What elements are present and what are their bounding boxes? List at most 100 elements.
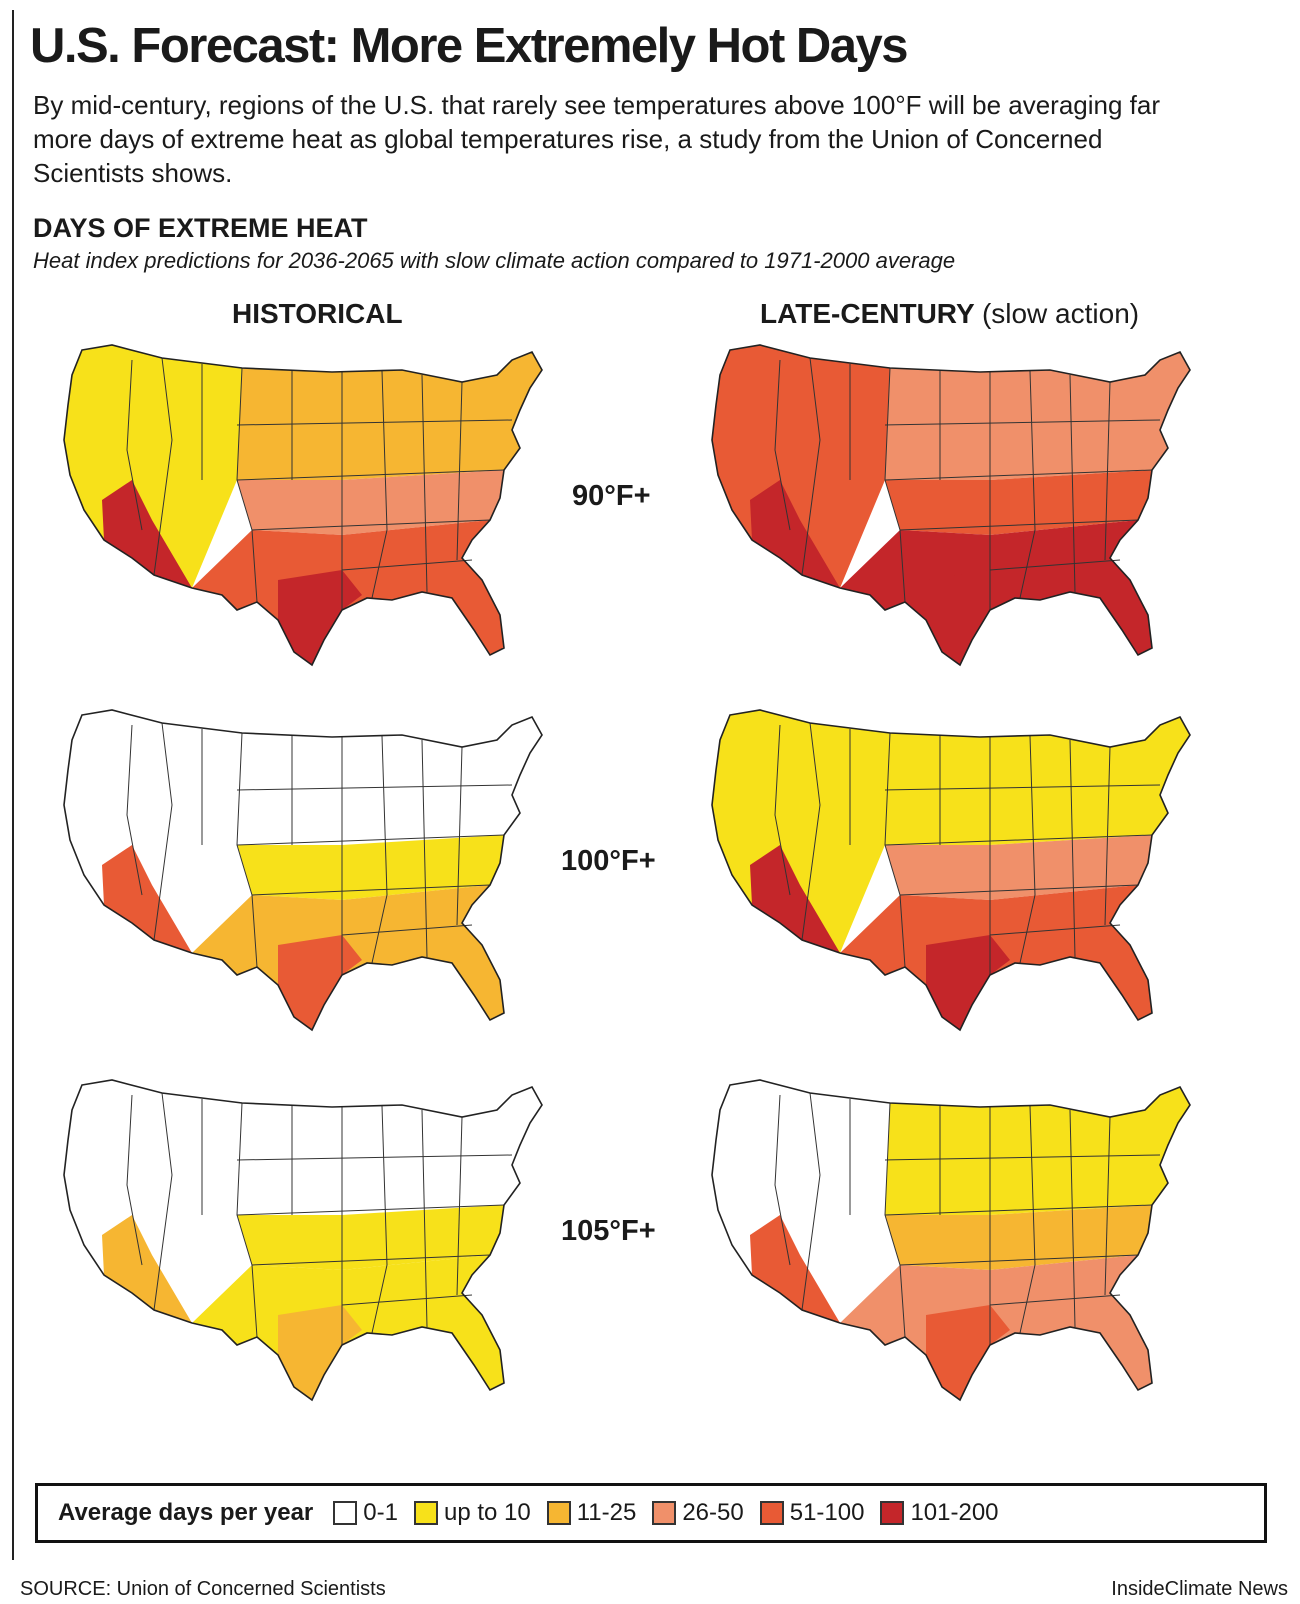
state-border (126, 359, 143, 531)
legend-item-51-100: 51-100 (759, 1499, 864, 1527)
heat-region-hot (278, 1305, 362, 1400)
legend-swatch (652, 1501, 677, 1525)
heat-region-north (885, 717, 1190, 845)
state-border (884, 834, 1153, 846)
state-border (801, 357, 821, 576)
legend-item-up-to-10: up to 10 (413, 1499, 531, 1527)
heat-region-north (885, 352, 1190, 480)
state-border (236, 469, 505, 481)
heat-region-hot (750, 1215, 840, 1323)
state-border (884, 419, 1161, 426)
us-outline (711, 344, 1191, 667)
state-border (774, 359, 791, 531)
state-border (251, 884, 491, 896)
state-border (1104, 746, 1111, 926)
state-border (884, 1102, 906, 1338)
state-border (153, 357, 173, 576)
state-border (456, 381, 463, 561)
legend-label: 26-50 (682, 1499, 744, 1526)
state-border (989, 1294, 1121, 1306)
legend-title: Average days per year (58, 1499, 314, 1526)
legend-item-11-25: 11-25 (546, 1499, 636, 1527)
section-subheading: Heat index predictions for 2036-2065 wit… (33, 248, 956, 273)
legend-item-101-200: 101-200 (880, 1499, 999, 1527)
map-late-century-90 (711, 344, 1191, 667)
state-border (899, 1254, 1139, 1266)
legend-item-26-50: 26-50 (652, 1499, 744, 1527)
state-border (421, 1109, 428, 1328)
map-historical-105 (63, 1079, 543, 1402)
heat-region-center (237, 470, 504, 535)
state-border (341, 559, 473, 571)
source-note: SOURCE: Union of Concerned Scientists (20, 1578, 386, 1600)
section-heading: DAYS OF EXTREME HEAT (33, 213, 368, 243)
state-border (1019, 735, 1036, 964)
state-border (236, 367, 258, 603)
heat-region-north (237, 717, 542, 845)
heat-region-hot (278, 570, 362, 665)
state-border (1019, 370, 1036, 599)
us-outline (711, 709, 1191, 1032)
heat-region-north (237, 352, 542, 480)
state-border (126, 1094, 143, 1266)
legend-swatch (413, 1501, 438, 1525)
legend-swatch (333, 1501, 358, 1525)
state-border (236, 834, 505, 846)
map-late-century-105 (711, 1079, 1191, 1402)
state-border (1069, 374, 1076, 593)
legend-label: up to 10 (443, 1499, 531, 1526)
state-border (884, 469, 1153, 481)
state-border (421, 374, 428, 593)
heat-region-north (885, 1087, 1190, 1215)
legend-label: 101-200 (910, 1499, 999, 1526)
state-border (251, 519, 491, 531)
heat-region-center (885, 470, 1152, 535)
state-border (1019, 1105, 1036, 1334)
heat-region-center (237, 1205, 504, 1270)
state-border (236, 1102, 258, 1338)
state-border (236, 1204, 505, 1216)
state-border (421, 739, 428, 958)
map-historical-90 (63, 344, 543, 667)
state-border (371, 1105, 388, 1334)
state-border (884, 1154, 1161, 1161)
column-header-late-light: (slow action) (981, 298, 1140, 329)
legend: Average days per year 0-1 up to 10 11-25… (35, 1483, 1267, 1543)
column-header-late-bold: LATE-CENTURY (760, 298, 975, 329)
heat-region-center (885, 835, 1152, 900)
row-label-100: 100°F+ (555, 843, 662, 880)
state-border (884, 367, 906, 603)
state-border (236, 1154, 513, 1161)
state-border (884, 732, 906, 968)
legend-swatch (880, 1501, 905, 1525)
heat-region-hot (102, 480, 192, 588)
state-border (341, 924, 473, 936)
state-border (236, 732, 258, 968)
state-border (899, 519, 1139, 531)
legend-swatch (546, 1501, 571, 1525)
state-border (236, 784, 513, 791)
state-border (774, 724, 791, 896)
heat-region-hot (278, 935, 362, 1030)
state-border (251, 1254, 491, 1266)
heat-region-north (237, 1087, 542, 1215)
heat-region-center (237, 835, 504, 900)
state-border (774, 1094, 791, 1266)
state-border (801, 722, 821, 941)
us-outline (63, 709, 543, 1032)
state-border (1069, 1109, 1076, 1328)
row-label-90: 90°F+ (566, 478, 657, 515)
state-border (153, 1092, 173, 1311)
page-title: U.S. Forecast: More Extremely Hot Days (30, 19, 909, 73)
state-border (126, 724, 143, 896)
us-outline (711, 1079, 1191, 1402)
legend-label: 0-1 (363, 1499, 398, 1526)
legend-item-0-1: 0-1 (333, 1499, 398, 1527)
state-border (801, 1092, 821, 1311)
map-historical-100 (63, 709, 543, 1032)
heat-region-hot (102, 845, 192, 953)
heat-region-hot (926, 935, 1010, 1030)
state-border (456, 1116, 463, 1296)
heat-region-hot (102, 1215, 192, 1323)
us-outline (63, 344, 543, 667)
